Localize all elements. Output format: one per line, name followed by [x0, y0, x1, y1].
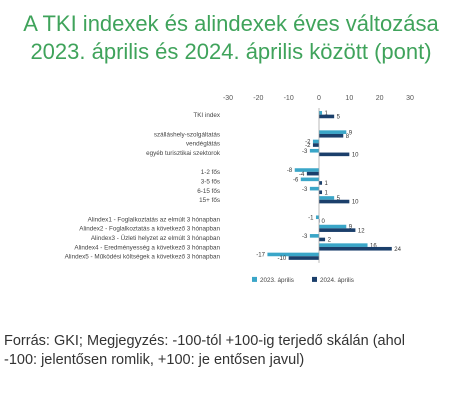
legend-label: 2024. április	[320, 277, 354, 284]
bar-2023	[309, 148, 319, 153]
data-label: -3	[302, 149, 308, 155]
legend-swatch	[252, 276, 257, 282]
data-label: -2	[305, 140, 311, 146]
data-label: 5	[337, 115, 341, 121]
chart-title-line-1: A TKI indexek és alindexek éves változás…	[23, 11, 439, 36]
bar-2023	[294, 168, 319, 172]
data-label: 1	[325, 190, 329, 196]
chart-title: A TKI indexek és alindexek éves változás…	[0, 10, 462, 66]
bar-2024	[319, 228, 356, 232]
data-label: 8	[346, 134, 350, 140]
data-label: -1	[308, 215, 314, 221]
bar-2023	[312, 139, 319, 144]
category-label: Alindex1 - Foglalkoztatás az elmúlt 3 hó…	[88, 216, 221, 223]
category-label: 3-5 fős	[201, 178, 220, 185]
bar-2023	[319, 224, 347, 229]
source-note: Forrás: GKI; Megjegyzés: -100-tól +100-i…	[4, 332, 460, 370]
bar-2024	[319, 190, 323, 195]
category-label: Alindex5 - Működési költségek a következ…	[65, 254, 221, 261]
bar-2024	[319, 246, 392, 251]
category-label: 15+ fős	[199, 197, 220, 204]
bar-2024	[288, 256, 319, 260]
data-label: -17	[256, 253, 265, 259]
bar-2023	[300, 177, 319, 182]
bar-2024	[319, 133, 344, 138]
bar-2023	[267, 252, 319, 257]
bar-2024	[319, 237, 326, 242]
data-label: -3	[302, 187, 308, 193]
data-label: 5	[337, 196, 341, 202]
data-label: 10	[352, 200, 359, 206]
category-label: TKI index	[193, 112, 220, 119]
data-label: 24	[394, 247, 401, 253]
x-tick-label: -10	[284, 95, 294, 102]
data-label: -8	[287, 168, 293, 174]
category-label: vendéglátás	[186, 141, 220, 148]
bar-2023	[309, 186, 319, 191]
x-tick-label: -20	[253, 95, 263, 102]
bar-2024	[319, 114, 335, 119]
data-label: 1	[325, 181, 329, 187]
x-tick-label: 0	[317, 95, 321, 102]
data-label: 9	[349, 225, 353, 231]
data-label: 16	[370, 243, 377, 249]
data-label: 1	[325, 111, 329, 117]
data-label: -3	[302, 234, 308, 240]
bar-2023	[309, 234, 319, 238]
category-label: Alindex3 - Üzleti helyzet az elmúlt 3 hó…	[91, 234, 221, 242]
bar-2023	[319, 130, 347, 134]
category-label: 6-15 fős	[197, 188, 220, 195]
bar-2023	[319, 111, 323, 115]
bar-2023	[319, 243, 368, 247]
category-label: egyéb turisztikai szektorok	[146, 150, 221, 157]
category-label: szálláshely-szolgáltatás	[154, 131, 220, 138]
source-note-line-2: -100: jelentősen romlik, +100: je entőse…	[4, 352, 305, 368]
chart-title-line-2: 2023. április és 2024. április között (p…	[30, 39, 432, 64]
data-label: 0	[322, 219, 326, 225]
bar-2024	[312, 143, 319, 147]
data-label: 10	[352, 152, 359, 158]
bar-2023	[315, 215, 319, 220]
bar-2024	[319, 199, 350, 204]
bar-2024	[319, 181, 323, 185]
data-label: -2	[305, 143, 311, 149]
bar-2024	[306, 171, 319, 176]
x-tick-label: 10	[345, 95, 353, 102]
legend-label: 2023. április	[260, 277, 294, 284]
data-label: -6	[293, 177, 299, 183]
data-label: -4	[299, 172, 305, 178]
category-label: Alindex2 - Foglalkoztatás a következő 3 …	[79, 226, 220, 233]
bar-2024	[319, 152, 350, 157]
legend-swatch	[312, 276, 317, 282]
x-tick-label: -30	[223, 95, 233, 102]
bar-2023	[319, 196, 335, 200]
x-tick-label: 20	[376, 95, 384, 102]
data-label: 2	[328, 238, 332, 244]
category-label: 1-2 fős	[201, 169, 220, 176]
source-note-line-1: Forrás: GKI; Megjegyzés: -100-tól +100-i…	[4, 333, 405, 349]
data-label: -10	[277, 256, 286, 262]
x-tick-label: 30	[406, 95, 414, 102]
data-label: 9	[349, 130, 353, 136]
category-label: Alindex4 - Eredményesség a következő 3 h…	[74, 244, 220, 251]
data-label: 12	[358, 228, 365, 234]
